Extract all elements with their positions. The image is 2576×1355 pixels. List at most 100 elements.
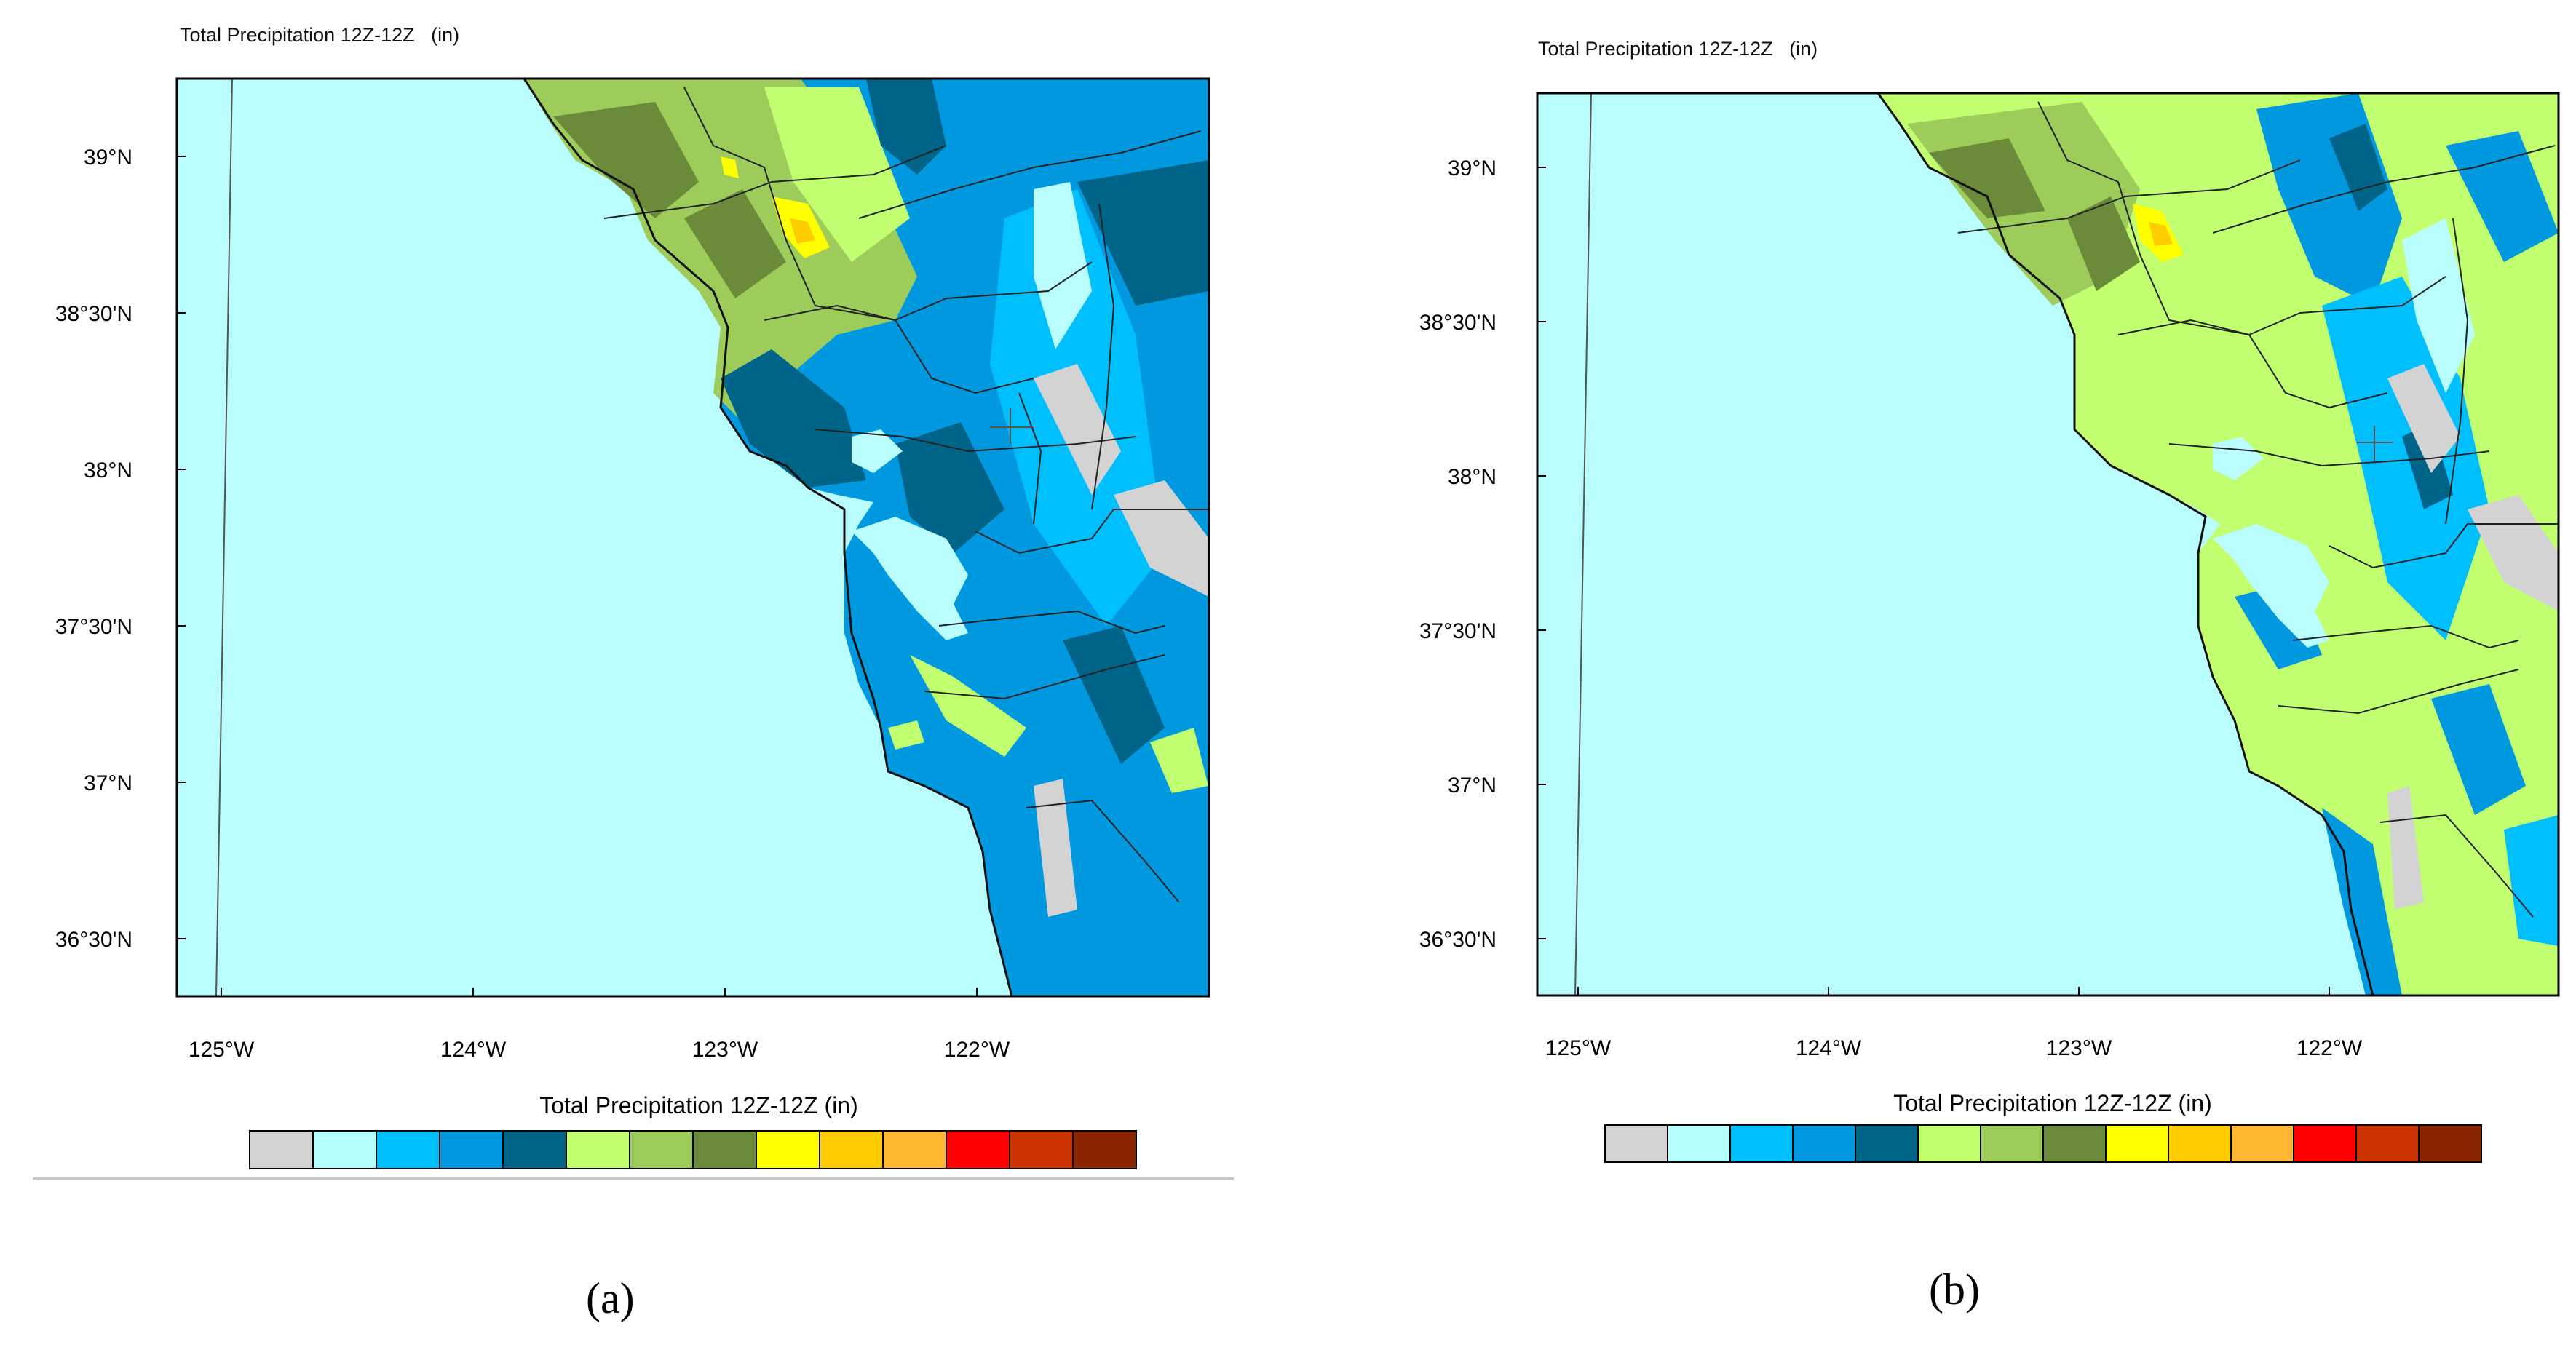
lon-labels-b: 125°W 124°W 123°W 122°W [1545, 1036, 2363, 1060]
lat-label-a-3: 37°30'N [55, 615, 132, 639]
lat-label-b-2: 38°N [1448, 465, 1497, 489]
south-green-a-2 [1150, 728, 1208, 793]
lat-labels-a: 39°N 38°30'N 38°N 37°30'N 37°N 36°30'N [55, 146, 132, 952]
blue-streak-b-7 [2431, 684, 2526, 815]
north-dark-b-2 [2067, 196, 2140, 291]
lon-label-a-0: 125°W [189, 1038, 255, 1062]
orange-spot-a [790, 218, 815, 244]
map-frame-b [1536, 92, 2560, 997]
dark-streak-a-2 [721, 349, 866, 488]
ice-band-a [1034, 182, 1092, 349]
bay-north-a [852, 429, 903, 473]
lat-label-b-3: 37°30'N [1419, 619, 1497, 643]
bay-b [2213, 524, 2329, 648]
dark-streak-a-4 [1077, 160, 1209, 306]
lon-label-b-0: 125°W [1545, 1036, 1612, 1060]
colorbar-swatch-b-7 [2042, 1124, 2107, 1163]
colorbar-swatch-b-13 [2418, 1124, 2482, 1163]
lon-label-a-1: 124°W [440, 1038, 507, 1062]
colorbar-swatch-a-1 [312, 1130, 377, 1169]
colorbar-swatch-a-12 [1009, 1130, 1074, 1169]
lat-label-a-1: 38°30'N [55, 302, 132, 326]
bay-north-b [2213, 437, 2264, 480]
map-a: 39°N 38°30'N 38°N 37°30'N 37°N 36°30'N 1… [55, 77, 1210, 1169]
ice-band-b [2402, 218, 2475, 393]
colorbar-swatch-b-1 [1667, 1124, 1731, 1163]
colorbar-swatch-a-2 [376, 1130, 440, 1169]
colorbar-swatch-a-10 [882, 1130, 947, 1169]
north-dark-a-2 [684, 189, 786, 298]
caption-a: (a) [586, 1274, 635, 1322]
lat-label-b-5: 36°30'N [1419, 928, 1497, 952]
north-dark-b [1929, 138, 2045, 218]
lat-ticks-b [1537, 167, 2330, 996]
north-light-a [764, 87, 910, 262]
map-title-a: Total Precipitation 12Z-12Z (in) [180, 24, 460, 46]
lon-label-b-3: 122°W [2296, 1036, 2363, 1060]
colorbar-swatch-b-12 [2355, 1124, 2420, 1163]
colorbar-swatch-a-11 [946, 1130, 1010, 1169]
colorbar-swatch-a-9 [819, 1130, 884, 1169]
county-borders-a [603, 87, 1209, 903]
map-frame-a [175, 77, 1210, 998]
colorbar-swatch-b-2 [1729, 1124, 1794, 1163]
blue-streak-b-3 [2329, 124, 2387, 211]
separator-line-a [33, 1177, 1234, 1180]
meridian-line-b [1574, 93, 1592, 996]
colorbar-swatch-a-5 [566, 1130, 630, 1169]
panel-b: Total Precipitation 12Z-12Z (in) [1354, 0, 2576, 1355]
meridian-line-a [215, 79, 233, 996]
lat-ticks-a [177, 156, 978, 996]
bay-a [852, 517, 968, 640]
dark-streak-a-1 [866, 79, 946, 175]
north-dark-a [553, 102, 699, 218]
colorbar-title-a: Total Precipitation 12Z-12Z (in) [539, 1092, 858, 1118]
colorbar-b [1604, 1124, 2482, 1163]
blue-streak-b-5 [2446, 131, 2559, 262]
colorbar-swatch-b-11 [2293, 1124, 2357, 1163]
map-b: 39°N 38°30'N 38°N 37°30'N 37°N 36°30'N 1… [1419, 92, 2560, 1163]
south-green-a [910, 655, 1026, 757]
gray-area-b [2387, 364, 2460, 473]
coastline-b [1876, 93, 2374, 996]
colorbar-swatch-a-4 [502, 1130, 567, 1169]
blue-streak-b-8 [2504, 815, 2559, 946]
lon-label-a-3: 122°W [944, 1038, 1010, 1062]
colorbar-swatch-b-4 [1855, 1124, 1919, 1163]
gray-area-a-3 [1034, 779, 1077, 917]
blue-streak-b-4 [2402, 422, 2453, 509]
colorbar-title-b: Total Precipitation 12Z-12Z (in) [1893, 1090, 2212, 1116]
lat-label-a-5: 36°30'N [55, 928, 132, 952]
caption-b: (b) [1929, 1265, 1980, 1314]
orange-spot-b [2149, 222, 2173, 246]
dark-streak-a-5 [1063, 626, 1165, 764]
lat-labels-b: 39°N 38°30'N 38°N 37°30'N 37°N 36°30'N [1419, 156, 1497, 952]
coast-blue-b [2322, 808, 2402, 996]
colorbar-swatch-a-7 [692, 1130, 757, 1169]
lat-label-b-0: 39°N [1448, 156, 1497, 180]
colorbar-swatch-a-3 [439, 1130, 504, 1169]
south-green-a-3 [888, 720, 924, 750]
lon-label-b-1: 124°W [1796, 1036, 1862, 1060]
colorbar-a [249, 1130, 1137, 1169]
county-borders-b [1957, 101, 2559, 918]
gray-area-b-3 [2387, 786, 2424, 910]
colorbar-swatch-a-13 [1072, 1130, 1137, 1169]
lat-label-a-0: 39°N [84, 146, 132, 170]
lon-label-b-2: 123°W [2046, 1036, 2112, 1060]
panel-a: Total Precipitation 12Z-12Z (in) [0, 0, 1252, 1355]
colorbar-swatch-a-0 [249, 1130, 314, 1169]
lat-label-b-1: 38°30'N [1419, 311, 1497, 335]
colorbar-swatch-b-8 [2105, 1124, 2169, 1163]
colorbar-swatch-a-8 [756, 1130, 820, 1169]
colorbar-swatch-a-6 [629, 1130, 694, 1169]
lon-label-a-2: 123°W [692, 1038, 758, 1062]
colorbar-swatch-b-0 [1604, 1124, 1668, 1163]
lat-label-b-4: 37°N [1448, 774, 1497, 798]
colorbar-swatch-b-5 [1917, 1124, 1981, 1163]
dark-streak-a-3 [895, 422, 1004, 553]
colorbar-swatch-b-10 [2230, 1124, 2294, 1163]
lat-label-a-4: 37°N [84, 771, 132, 795]
colorbar-swatch-b-9 [2168, 1124, 2232, 1163]
lon-labels-a: 125°W 124°W 123°W 122°W [189, 1038, 1010, 1062]
